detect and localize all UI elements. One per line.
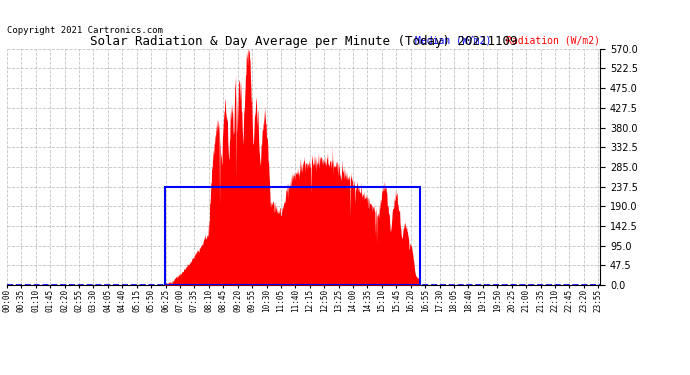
- Text: Copyright 2021 Cartronics.com: Copyright 2021 Cartronics.com: [7, 26, 163, 35]
- Title: Solar Radiation & Day Average per Minute (Today) 20211109: Solar Radiation & Day Average per Minute…: [90, 34, 518, 48]
- Text: Radiation (W/m2): Radiation (W/m2): [506, 36, 600, 46]
- Text: Median (W/m2): Median (W/m2): [415, 36, 491, 46]
- Bar: [165, 187, 420, 285]
